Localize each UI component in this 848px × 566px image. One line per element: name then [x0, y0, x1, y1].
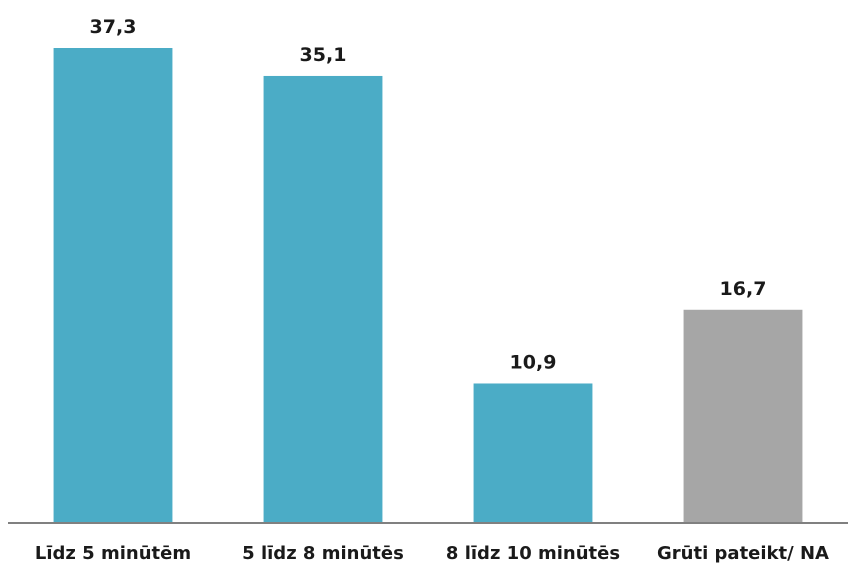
value-labels-group: 37,3 35,1 10,9 16,7 [90, 16, 767, 373]
bar-3 [473, 383, 593, 522]
category-labels-group: Līdz 5 minūtēm 5 līdz 8 minūtēs 8 līdz 10 … [35, 543, 829, 564]
value-label-3: 10,9 [510, 351, 557, 373]
category-label-2: 5 līdz 8 minūtēs [242, 543, 404, 564]
category-label-4: Grūti pateikt/ NA [657, 543, 829, 564]
bar-2 [263, 75, 383, 523]
category-label-1: Līdz 5 minūtēm [35, 543, 191, 564]
bar-4 [683, 309, 803, 522]
bars-group [53, 48, 803, 523]
value-label-4: 16,7 [720, 278, 767, 300]
value-label-2: 35,1 [300, 44, 347, 66]
category-label-3: 8 līdz 10 minūtēs [446, 543, 620, 564]
value-label-1: 37,3 [90, 16, 137, 38]
bar-1 [53, 48, 173, 522]
